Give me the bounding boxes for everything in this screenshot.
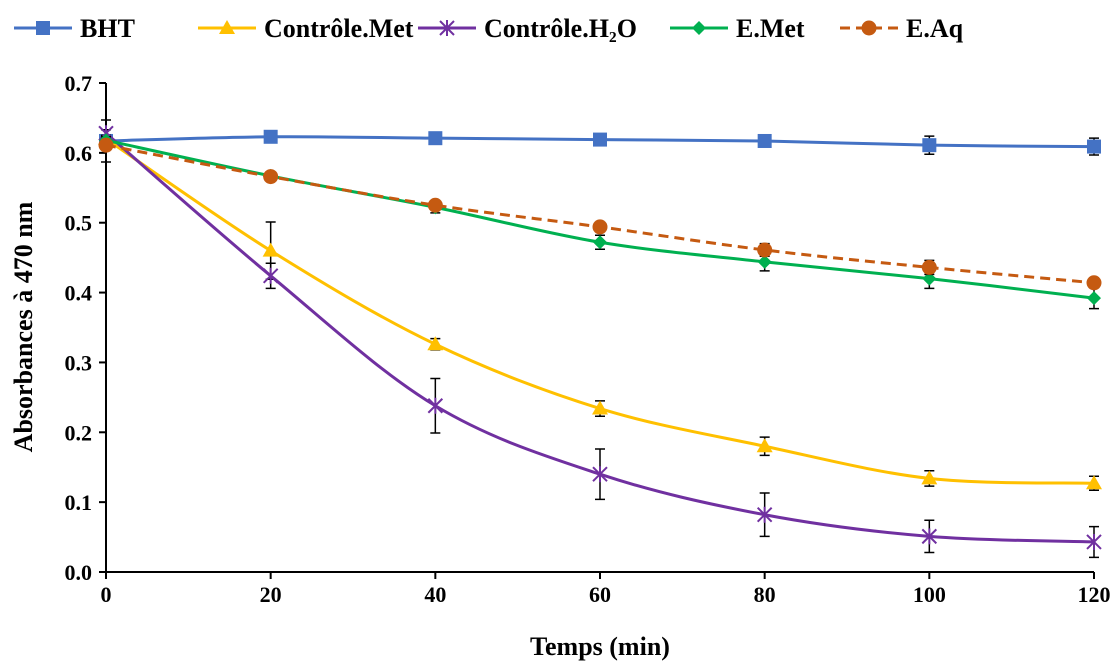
series-4	[98, 137, 1102, 291]
legend-label: BHT	[80, 14, 135, 43]
data-point	[592, 219, 608, 235]
legend-label: E.Aq	[906, 14, 964, 43]
x-tick-label: 100	[913, 582, 946, 607]
data-point	[756, 438, 773, 453]
series-line	[105, 137, 1095, 485]
y-tick-label: 0.4	[65, 281, 93, 306]
data-point	[757, 254, 772, 269]
data-point	[757, 242, 773, 258]
legend-label: Contrôle.Met	[264, 14, 414, 43]
x-tick-label: 20	[260, 582, 282, 607]
data-point	[98, 137, 114, 153]
y-tick-label: 0.7	[65, 71, 93, 96]
legend-item: E.Aq	[840, 14, 964, 43]
data-point	[1087, 291, 1101, 306]
data-point	[427, 397, 444, 414]
legend-marker	[439, 20, 455, 36]
legend-marker	[861, 20, 877, 36]
legend: BHT Contrôle.Met Contrôle.H₂O E.Met E.Aq	[14, 14, 964, 43]
series-0	[99, 119, 1101, 163]
data-point	[592, 466, 608, 483]
x-tick-label: 0	[101, 582, 112, 607]
legend-marker	[219, 20, 235, 34]
data-point	[757, 133, 772, 148]
legend-item: Contrôle.H₂O	[418, 14, 637, 43]
data-point	[262, 242, 279, 257]
data-point	[592, 400, 608, 415]
data-point	[427, 197, 443, 213]
x-tick-label: 80	[754, 582, 776, 607]
legend-item: E.Met	[670, 14, 805, 43]
x-tick-label: 120	[1078, 582, 1111, 607]
data-point	[263, 129, 278, 144]
legend-marker	[36, 21, 50, 35]
data-point	[921, 528, 938, 545]
series-1	[98, 130, 1102, 492]
y-axis-title: Absorbances à 470 nm	[9, 201, 38, 452]
y-tick-label: 0.0	[65, 560, 93, 585]
legend-item: Contrôle.Met	[198, 14, 414, 43]
legend-item: BHT	[14, 14, 135, 43]
y-tick-label: 0.3	[65, 350, 93, 375]
x-axis-title: Temps (min)	[530, 632, 670, 661]
legend-label: Contrôle.H₂O	[484, 14, 637, 43]
y-axis-ticks: 0.0 0.1 0.2 0.3 0.4 0.5 0.6 0.7	[65, 71, 106, 585]
data-point	[427, 336, 444, 351]
data-point	[428, 131, 443, 146]
data-point	[263, 169, 279, 185]
series-line	[105, 138, 1095, 300]
y-tick-label: 0.6	[65, 141, 93, 166]
data-point	[922, 138, 937, 153]
data-point	[262, 267, 279, 284]
data-point	[1086, 533, 1102, 550]
data-point	[1086, 275, 1102, 291]
y-tick-label: 0.5	[65, 211, 93, 236]
data-point	[756, 506, 773, 523]
x-tick-label: 60	[589, 582, 611, 607]
data-point	[593, 132, 607, 147]
data-point	[1086, 475, 1102, 490]
y-tick-label: 0.2	[65, 420, 93, 445]
x-axis-ticks: 0 20 40 60 80 100 120	[101, 572, 1111, 607]
data-point	[593, 235, 607, 250]
y-tick-label: 0.1	[65, 490, 93, 515]
x-tick-label: 40	[424, 582, 446, 607]
data-point	[921, 259, 937, 275]
series-2	[98, 125, 1102, 559]
data-point	[1087, 139, 1101, 154]
series-layer	[98, 119, 1102, 559]
data-point	[921, 470, 938, 485]
legend-marker	[692, 21, 706, 35]
legend-label: E.Met	[736, 14, 805, 43]
